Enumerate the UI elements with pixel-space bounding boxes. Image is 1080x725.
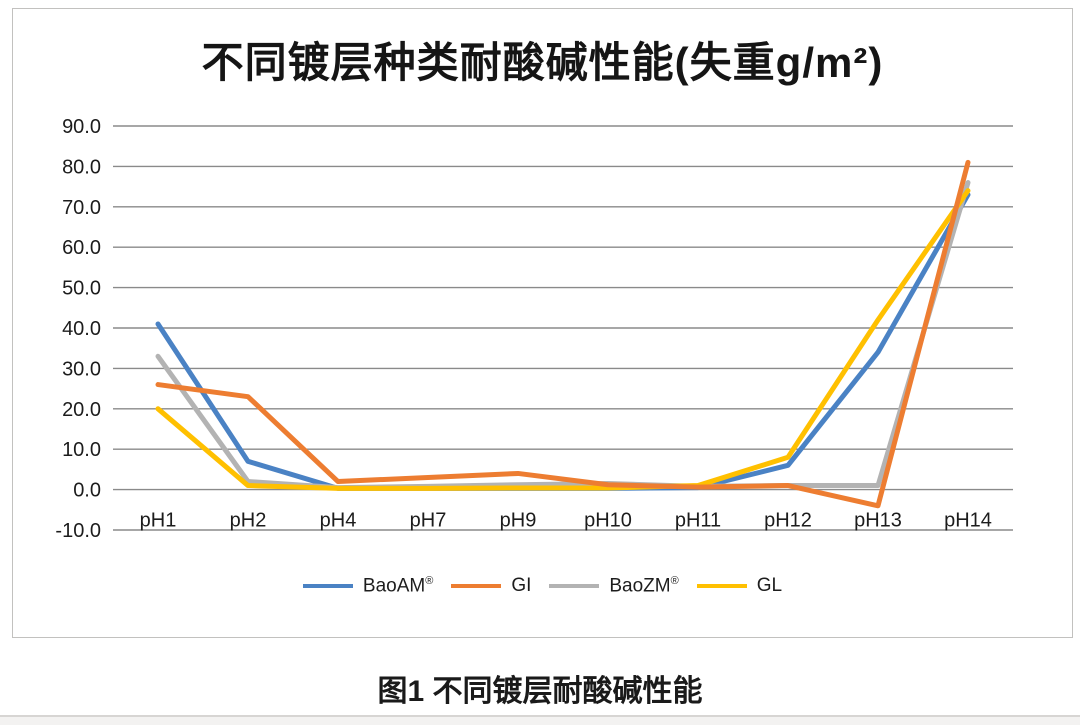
legend-item: BaoZM® <box>549 575 679 597</box>
y-axis-tick-label: 10.0 <box>62 439 101 461</box>
x-axis-tick-label: pH4 <box>320 510 357 532</box>
y-axis-tick-label: 90.0 <box>62 116 101 138</box>
y-axis-tick-label: -10.0 <box>55 520 101 542</box>
legend-item: BaoAM® <box>302 575 434 597</box>
legend-label: GL <box>756 575 783 597</box>
series-line-BaoAM <box>155 192 971 491</box>
y-axis-tick-label: 0.0 <box>73 480 101 502</box>
x-axis-tick-label: pH7 <box>410 510 447 532</box>
x-axis-tick-label: pH12 <box>764 510 812 532</box>
x-axis-tick-label: pH13 <box>854 510 902 532</box>
series-line-BaoZM <box>155 180 971 491</box>
series-line-GL <box>155 188 971 491</box>
y-axis-tick-label: 30.0 <box>62 358 101 380</box>
chart-legend: BaoAM® GI BaoZM® GL <box>13 575 1072 597</box>
legend-label: GI <box>511 575 532 597</box>
y-axis-tick-label: 50.0 <box>62 278 101 300</box>
legend-item: GL <box>696 575 783 597</box>
legend-line-swatch <box>302 584 353 589</box>
chart-container: 不同镀层种类耐酸碱性能(失重g/m²) 90.0 80.0 70.0 60.0 50.0… <box>12 8 1073 638</box>
figure-caption: 图1 不同镀层耐酸碱性能 <box>377 675 703 708</box>
chart-title: 不同镀层种类耐酸碱性能(失重g/m²) <box>201 39 884 86</box>
legend-line-swatch <box>549 584 600 589</box>
x-axis-tick-label: pH14 <box>944 510 992 532</box>
next-section-edge <box>0 715 1080 725</box>
y-axis-tick-label: 70.0 <box>62 197 101 219</box>
x-axis-tick-label: pH2 <box>230 510 267 532</box>
y-axis-tick-label: 60.0 <box>62 237 101 259</box>
legend-label: BaoZM® <box>609 575 679 597</box>
y-axis-tick-label: 80.0 <box>62 156 101 178</box>
x-axis-tick-label: pH9 <box>500 510 537 532</box>
x-axis-tick-label: pH10 <box>584 510 632 532</box>
x-axis-tick-label: pH1 <box>140 510 177 532</box>
legend-item: GI <box>451 575 531 597</box>
y-axis-tick-label: 40.0 <box>62 318 101 340</box>
chart-plot-area: 90.0 80.0 70.0 60.0 50.0 40.0 30.0 20.0 10.0 0.0 -… <box>55 116 1013 542</box>
legend-label: BaoAM® <box>362 575 434 597</box>
series-line-GI <box>155 159 971 509</box>
x-axis-tick-label: pH11 <box>675 510 721 532</box>
y-axis-tick-label: 20.0 <box>62 399 101 421</box>
legend-line-swatch <box>451 584 502 589</box>
legend-line-swatch <box>696 584 747 589</box>
